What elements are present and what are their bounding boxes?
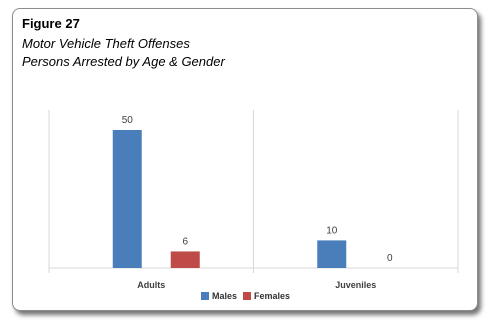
figure-label: Figure 27 xyxy=(22,16,80,31)
data-label: 6 xyxy=(182,236,188,247)
data-label: 0 xyxy=(387,253,393,264)
category-label: Adults xyxy=(137,280,165,290)
chart-legend: Males Females xyxy=(0,291,491,301)
figure-subtitle-1: Motor Vehicle Theft Offenses xyxy=(22,36,190,51)
bar-males-juveniles xyxy=(317,240,347,268)
legend-item-males: Males xyxy=(200,291,237,301)
category-label: Juveniles xyxy=(335,280,376,290)
legend-label: Females xyxy=(253,291,291,301)
data-label: 50 xyxy=(122,115,134,126)
figure-frame xyxy=(12,8,478,311)
legend-swatch xyxy=(200,292,209,300)
legend-swatch xyxy=(242,292,251,300)
legend-item-females: Females xyxy=(242,291,291,301)
figure-subtitle-2: Persons Arrested by Age & Gender xyxy=(22,54,225,69)
data-label: 10 xyxy=(326,225,338,236)
legend-label: Males xyxy=(211,291,237,301)
bar-males-adults xyxy=(112,130,142,268)
bar-females-adults xyxy=(170,251,200,268)
